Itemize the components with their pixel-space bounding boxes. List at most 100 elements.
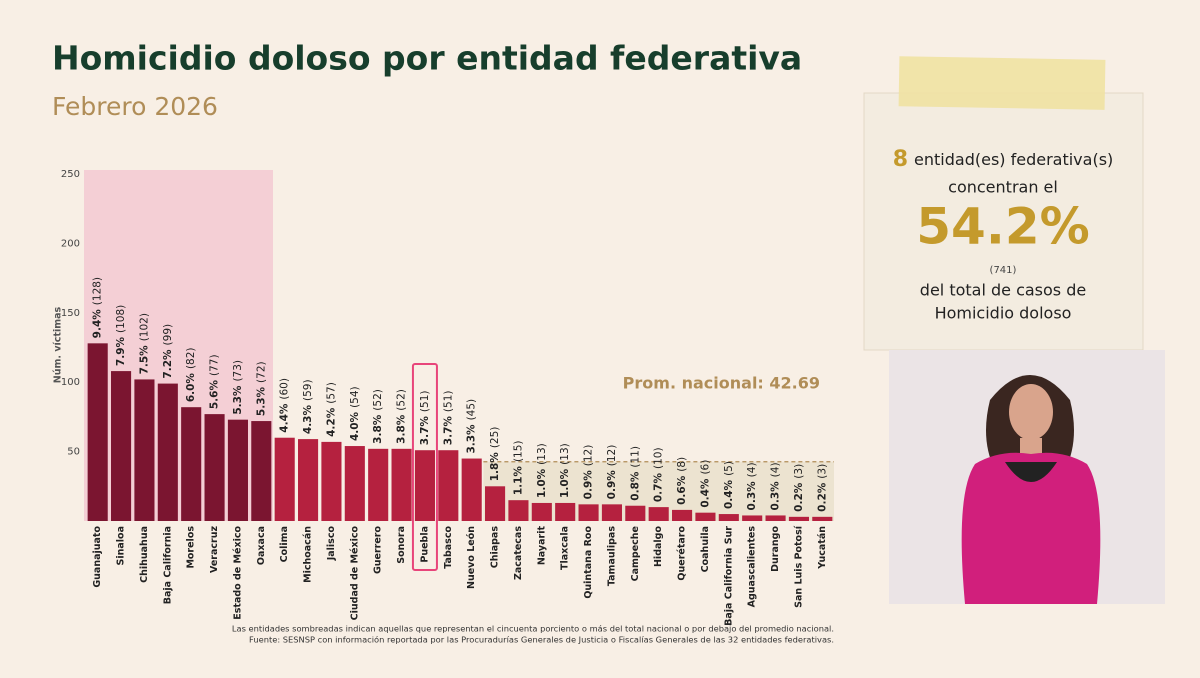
panel-text: Homicidio doloso: [935, 304, 1072, 323]
share-label: 0.4%: [723, 479, 735, 509]
share-label: 5.6%: [209, 380, 221, 410]
share-label: 4.3%: [302, 405, 314, 435]
note: Las entidades sombreadas indican aquella…: [232, 624, 834, 634]
data-label: 1.8% (25): [489, 427, 501, 482]
y-tick-label: 250: [61, 169, 80, 180]
panel-share: 54.2%: [916, 198, 1089, 256]
x-tick-label: Yucatán: [817, 526, 828, 570]
x-tick-label: Sinaloa: [116, 526, 127, 565]
share-label: 0.6%: [676, 475, 688, 505]
x-tick-label: Sonora: [396, 526, 407, 564]
data-label: 3.7% (51): [419, 391, 431, 446]
chart-title: Homicidio doloso por entidad federativa: [52, 39, 802, 78]
x-tick-label: Guanajuato: [92, 526, 103, 588]
y-tick-label: 200: [61, 238, 80, 249]
x-tick-label: Hidalgo: [653, 526, 664, 567]
value-label: (13): [559, 443, 571, 465]
x-tick-label: San Luis Potosí: [793, 525, 804, 608]
data-label: 0.3% (4): [746, 462, 758, 510]
data-label: 0.4% (5): [723, 461, 735, 509]
x-tick-label: Estado de México: [232, 526, 243, 620]
value-label: (72): [255, 361, 267, 383]
bar: [414, 450, 435, 521]
value-label: (3): [793, 464, 805, 479]
data-label: 1.1% (15): [512, 440, 524, 495]
data-label: 3.3% (45): [466, 399, 478, 454]
x-tick-label: Nayarit: [536, 526, 547, 566]
share-label: 4.2%: [325, 407, 337, 437]
data-label: 4.3% (59): [302, 379, 314, 434]
share-label: 0.3%: [746, 481, 758, 511]
data-label: 7.2% (99): [162, 324, 174, 379]
share-label: 0.2%: [793, 482, 805, 512]
data-label: 0.8% (11): [629, 446, 641, 501]
share-label: 1.8%: [489, 452, 501, 482]
share-label: 3.7%: [419, 416, 431, 446]
bar: [625, 505, 646, 521]
bar: [251, 421, 272, 521]
bar: [765, 515, 786, 521]
value-label: (8): [676, 457, 688, 472]
share-label: 7.9%: [115, 336, 127, 366]
share-label: 0.4%: [699, 478, 711, 508]
x-tick-label: Chihuahua: [139, 526, 150, 583]
bar: [274, 437, 295, 521]
value-label: (3): [816, 464, 828, 479]
value-label: (57): [325, 382, 337, 404]
x-tick-label: Veracruz: [209, 526, 220, 573]
data-label: 5.6% (77): [209, 354, 221, 409]
data-label: 7.5% (102): [138, 313, 150, 374]
data-label: 1.0% (13): [559, 443, 571, 498]
share-label: 6.0%: [185, 373, 197, 403]
bar: [227, 419, 248, 521]
bar: [485, 486, 506, 521]
value-label: (77): [209, 354, 221, 376]
x-tick-label: Colima: [279, 526, 290, 562]
bar: [344, 446, 365, 521]
data-label: 0.9% (12): [606, 445, 618, 500]
x-tick-label: Nuevo León: [466, 526, 477, 589]
y-tick-label: 50: [67, 447, 80, 458]
value-label: (54): [349, 386, 361, 408]
y-axis-label: Núm. víctimas: [53, 306, 64, 383]
bar: [134, 379, 155, 521]
bar: [181, 407, 202, 521]
y-tick-label: 100: [61, 377, 80, 388]
x-tick-label: Querétaro: [677, 526, 688, 581]
value-label: (5): [723, 461, 735, 476]
data-label: 0.4% (6): [699, 460, 711, 508]
bar: [742, 515, 763, 521]
value-label: (128): [92, 277, 104, 305]
data-label: 4.4% (60): [279, 378, 291, 433]
value-label: (60): [279, 378, 291, 400]
share-label: 0.7%: [653, 473, 665, 503]
value-label: (13): [536, 443, 548, 465]
share-label: 0.3%: [770, 481, 782, 511]
value-label: (51): [442, 391, 454, 413]
value-label: (102): [138, 313, 150, 341]
share-label: 0.9%: [606, 470, 618, 500]
bar: [508, 500, 529, 521]
x-tick-label: Morelos: [186, 526, 197, 569]
x-tick-label: Tabasco: [443, 526, 454, 569]
panel-text: concentran el: [948, 178, 1058, 197]
share-label: 4.4%: [279, 403, 291, 433]
share-label: 3.7%: [442, 416, 454, 446]
bar: [368, 448, 389, 521]
bar: [321, 441, 342, 521]
average-label: Prom. nacional: 42.69: [623, 374, 820, 393]
data-label: 0.3% (4): [770, 462, 782, 510]
x-tick-label: Tamaulipas: [606, 526, 617, 586]
share-label: 3.8%: [372, 414, 384, 444]
y-tick-label: 150: [61, 308, 80, 319]
x-tick-label: Michoacán: [303, 526, 314, 583]
share-label: 1.0%: [536, 468, 548, 498]
value-label: (11): [629, 446, 641, 468]
bar: [788, 516, 809, 521]
bar: [204, 414, 225, 521]
share-label: 3.8%: [396, 414, 408, 444]
data-label: 0.2% (3): [793, 464, 805, 512]
data-label: 7.9% (108): [115, 305, 127, 366]
